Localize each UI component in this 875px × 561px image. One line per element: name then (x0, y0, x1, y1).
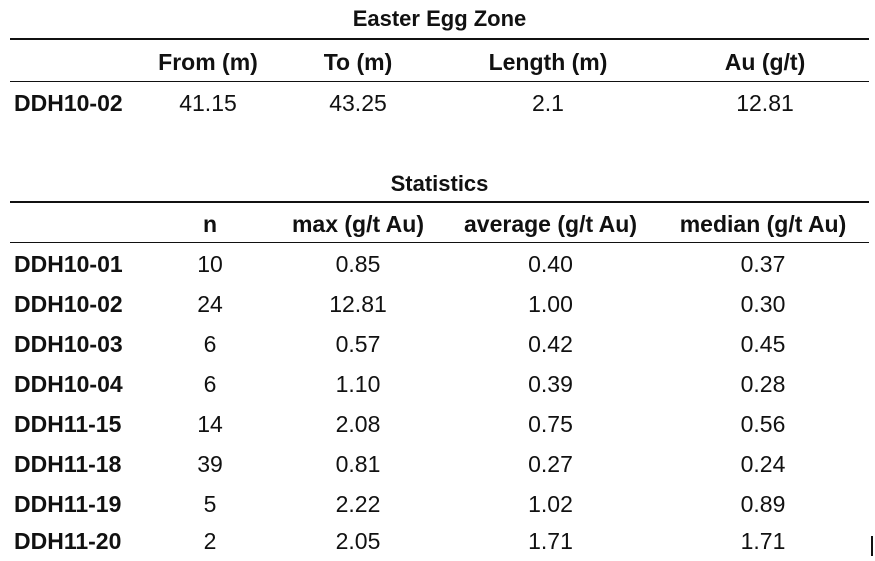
table-row: DDH11-19 5 2.22 1.02 0.89 (0, 484, 875, 524)
median-value: 0.56 (740, 411, 786, 437)
table-row: DDH10-02 41.15 43.25 2.1 12.81 (0, 83, 875, 123)
max-value: 0.85 (335, 251, 381, 277)
table-row: DDH10-01 10 0.85 0.40 0.37 (0, 244, 875, 284)
header-au: Au (g/t) (724, 49, 806, 75)
easter-egg-header-row: From (m) To (m) Length (m) Au (g/t) (0, 42, 875, 82)
average-value: 0.39 (528, 371, 573, 397)
hole-id: DDH11-18 (14, 451, 122, 477)
median-value: 0.28 (740, 371, 786, 397)
average-value: 0.75 (528, 411, 573, 437)
length-value: 2.1 (532, 90, 564, 116)
statistics-title: Statistics (390, 171, 489, 196)
statistics-header-row: n max (g/t Au) average (g/t Au) median (… (0, 204, 875, 244)
max-value: 0.57 (335, 331, 381, 357)
to-value: 43.25 (329, 90, 387, 116)
table-row: DDH11-20 2 2.05 1.71 1.71 (0, 521, 875, 561)
max-value: 2.08 (335, 411, 381, 437)
n-value: 39 (197, 451, 223, 477)
median-value: 0.89 (740, 491, 786, 517)
hole-id: DDH11-20 (14, 528, 122, 554)
hole-id: DDH10-02 (14, 90, 123, 116)
median-value: 0.30 (740, 291, 786, 317)
hole-id: DDH10-01 (14, 251, 123, 277)
average-value: 0.27 (528, 451, 573, 477)
easter-egg-zone-title: Easter Egg Zone (352, 6, 527, 31)
average-value: 1.71 (528, 528, 573, 554)
n-value: 10 (197, 251, 223, 277)
header-max: max (g/t Au) (291, 211, 425, 237)
median-value: 0.45 (740, 331, 786, 357)
average-value: 0.42 (528, 331, 573, 357)
hole-id: DDH11-19 (14, 491, 122, 517)
header-median: median (g/t Au) (679, 211, 847, 237)
table-row: DDH11-18 39 0.81 0.27 0.24 (0, 444, 875, 484)
median-value: 0.24 (740, 451, 786, 477)
header-average: average (g/t Au) (464, 211, 637, 237)
table-row: DDH11-15 14 2.08 0.75 0.56 (0, 404, 875, 444)
au-value: 12.81 (736, 90, 794, 116)
text-cursor (871, 536, 873, 556)
easter-egg-header-rule (10, 81, 869, 82)
max-value: 2.22 (335, 491, 381, 517)
table-row: DDH10-04 6 1.10 0.39 0.28 (0, 364, 875, 404)
n-value: 6 (203, 331, 217, 357)
max-value: 1.10 (335, 371, 381, 397)
average-value: 0.40 (528, 251, 573, 277)
header-length: Length (m) (488, 49, 608, 75)
table-row: DDH10-03 6 0.57 0.42 0.45 (0, 324, 875, 364)
hole-id: DDH10-03 (14, 331, 123, 357)
max-value: 0.81 (335, 451, 381, 477)
average-value: 1.00 (528, 291, 573, 317)
header-n: n (202, 211, 218, 237)
header-to: To (m) (323, 49, 393, 75)
max-value: 12.81 (329, 291, 387, 317)
table-row: DDH10-02 24 12.81 1.00 0.30 (0, 284, 875, 324)
hole-id: DDH10-02 (14, 291, 123, 317)
n-value: 5 (203, 491, 217, 517)
n-value: 24 (197, 291, 223, 317)
n-value: 6 (203, 371, 217, 397)
n-value: 2 (203, 528, 217, 554)
median-value: 1.71 (740, 528, 786, 554)
statistics-header-rule (10, 242, 869, 243)
statistics-top-rule (10, 201, 869, 203)
header-from: From (m) (158, 49, 258, 75)
n-value: 14 (197, 411, 223, 437)
median-value: 0.37 (740, 251, 786, 277)
average-value: 1.02 (528, 491, 573, 517)
hole-id: DDH11-15 (14, 411, 122, 437)
max-value: 2.05 (335, 528, 381, 554)
easter-egg-top-rule (10, 38, 869, 40)
from-value: 41.15 (179, 90, 237, 116)
hole-id: DDH10-04 (14, 371, 123, 397)
